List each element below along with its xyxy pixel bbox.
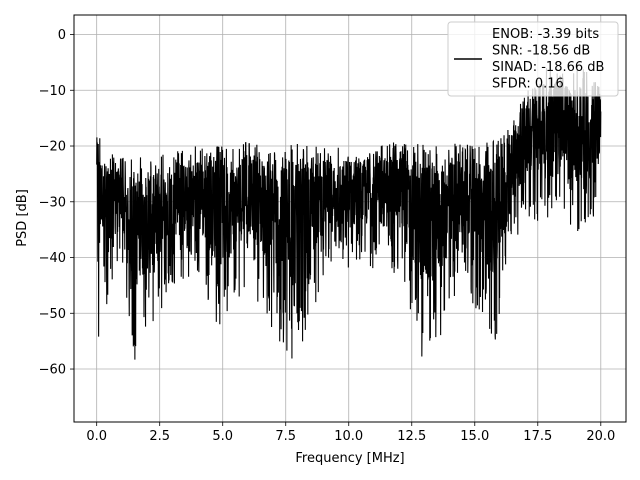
- x-tick-label: 10.0: [334, 429, 363, 444]
- x-tick-label: 17.5: [523, 429, 552, 444]
- y-tick-label: −20: [39, 140, 66, 155]
- psd-series-line: [96, 68, 602, 360]
- x-tick-label: 12.5: [397, 429, 426, 444]
- legend-box: [447, 21, 619, 97]
- x-tick-label: 15.0: [460, 429, 489, 444]
- x-tick-label: 2.5: [149, 429, 170, 444]
- x-tick-label: 0.0: [86, 429, 107, 444]
- x-tick-label: 20.0: [586, 429, 615, 444]
- y-axis-label: PSD [dB]: [15, 189, 30, 247]
- y-tick-label: −30: [39, 195, 66, 210]
- y-tick-label: 0: [58, 28, 66, 43]
- y-tick-label: −50: [39, 307, 66, 322]
- legend: ENOB: -3.39 bits SNR: -18.56 dB SINAD: -18…: [447, 21, 619, 97]
- legend-label: ENOB: -3.39 bits SNR: -18.56 dB SINAD: -18…: [492, 27, 604, 92]
- x-axis-label: Frequency [MHz]: [295, 451, 404, 466]
- series-layer: [96, 68, 602, 360]
- x-axis: 0.0 2.5 5.0 7.5 10.0 12.5 15.0 17.5 20.0: [86, 422, 615, 444]
- x-tick-label: 7.5: [275, 429, 296, 444]
- y-tick-label: −60: [39, 363, 66, 378]
- y-axis: 0 −10 −20 −30 −40 −50 −60: [39, 28, 74, 378]
- x-tick-label: 5.0: [212, 429, 233, 444]
- plot-frame: [73, 14, 627, 423]
- y-tick-label: −40: [39, 251, 66, 266]
- y-tick-label: −10: [39, 84, 66, 99]
